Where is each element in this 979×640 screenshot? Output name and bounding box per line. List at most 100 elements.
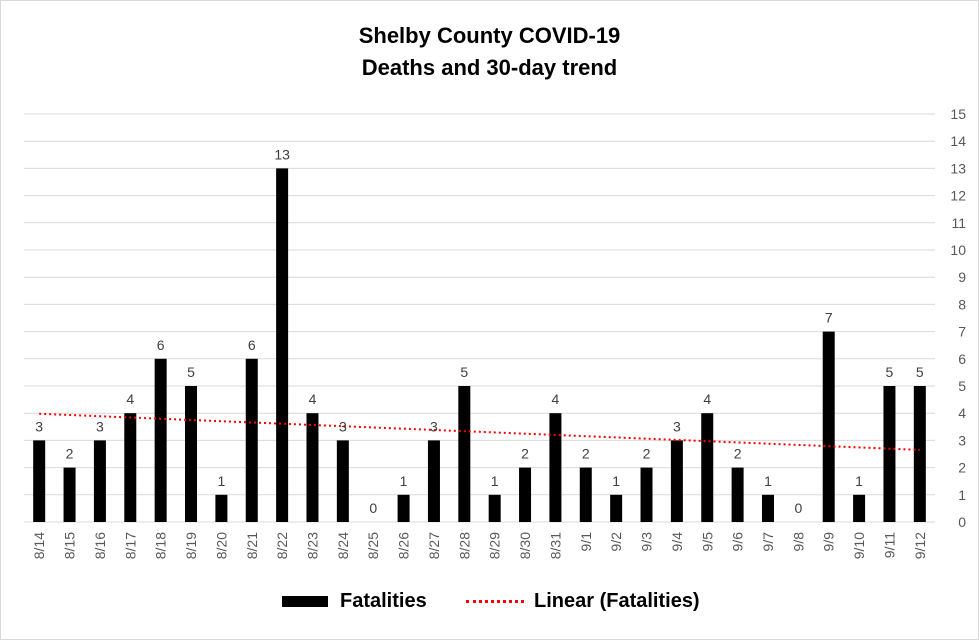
- data-label-8/26: 1: [400, 473, 408, 489]
- x-tick-label-9/10: 9/10: [851, 532, 867, 559]
- y-tick-label: 2: [958, 460, 966, 476]
- legend-item-fatalities: Fatalities: [282, 590, 427, 613]
- y-tick-label: 6: [958, 351, 966, 367]
- data-label-8/20: 1: [217, 473, 225, 489]
- bar-9/7: [761, 494, 774, 522]
- x-tick-label-8/22: 8/22: [274, 532, 290, 559]
- y-tick-label: 9: [958, 269, 966, 285]
- x-tick-label-8/27: 8/27: [426, 532, 442, 559]
- gridlines: [24, 113, 935, 523]
- trendline-linear: [39, 412, 920, 451]
- bar-8/17: [124, 413, 137, 522]
- x-tick-label-8/28: 8/28: [456, 532, 472, 559]
- legend-swatch-dotted-line: [466, 600, 524, 603]
- x-tick-label-9/9: 9/9: [821, 532, 837, 552]
- y-tick-label: 11: [951, 215, 966, 231]
- x-tick-label-9/1: 9/1: [578, 532, 594, 552]
- bar-8/29: [488, 494, 501, 522]
- legend-item-trendline: Linear (Fatalities): [466, 590, 700, 613]
- x-axis-ticks: 8/14 8/15 8/16 8/17 8/18 8/19 8/20 8/21 8/22 8/23…: [31, 532, 928, 559]
- y-tick-label: 4: [958, 405, 966, 421]
- legend-label-trendline: Linear (Fatalities): [534, 590, 700, 612]
- y-tick-label: 5: [958, 378, 966, 394]
- x-tick-label-8/26: 8/26: [396, 532, 412, 559]
- x-tick-label-8/17: 8/17: [122, 532, 138, 559]
- data-label-8/19: 5: [187, 364, 195, 380]
- y-tick-label: 15: [950, 106, 966, 122]
- data-label-8/31: 4: [552, 391, 560, 407]
- x-tick-label-8/31: 8/31: [547, 532, 563, 559]
- x-tick-label-8/29: 8/29: [487, 532, 503, 559]
- data-label-9/12: 5: [916, 364, 924, 380]
- bar-9/10: [853, 494, 866, 522]
- bar-9/9: [822, 331, 835, 522]
- x-tick-label-8/21: 8/21: [244, 532, 260, 559]
- x-tick-label-9/5: 9/5: [699, 532, 715, 552]
- bar-9/2: [610, 494, 623, 522]
- x-tick-label-8/23: 8/23: [304, 532, 320, 559]
- x-tick-label-8/14: 8/14: [31, 532, 47, 559]
- trendline-group: [39, 412, 920, 451]
- data-label-8/21: 6: [248, 337, 256, 353]
- x-tick-label-9/7: 9/7: [760, 532, 776, 552]
- bar-8/16: [93, 440, 106, 522]
- y-tick-label: 1: [958, 487, 966, 503]
- bar-8/18: [154, 358, 167, 522]
- data-label-9/1: 2: [582, 446, 590, 462]
- data-label-8/28: 5: [460, 364, 468, 380]
- bar-8/22: [276, 168, 289, 522]
- legend-swatch-bar: [282, 596, 328, 607]
- bar-8/24: [336, 440, 349, 522]
- bar-8/23: [306, 413, 319, 522]
- y-tick-label: 7: [958, 324, 966, 340]
- data-label-9/6: 2: [734, 446, 742, 462]
- chart-title-line2: Deaths and 30-day trend: [361, 55, 618, 80]
- x-tick-label-8/20: 8/20: [213, 532, 229, 559]
- bar-series-fatalities: [33, 168, 926, 522]
- data-label-8/24: 3: [339, 418, 347, 434]
- data-label-9/9: 7: [825, 310, 833, 326]
- x-tick-label-8/16: 8/16: [92, 532, 108, 559]
- y-tick-label: 3: [958, 432, 966, 448]
- bar-8/27: [427, 440, 440, 522]
- data-label-9/2: 1: [612, 473, 620, 489]
- bar-8/30: [519, 467, 532, 522]
- bar-9/6: [731, 467, 744, 522]
- data-label-8/16: 3: [96, 418, 104, 434]
- data-label-8/18: 6: [157, 337, 165, 353]
- data-label-9/10: 1: [855, 473, 863, 489]
- x-tick-label-9/4: 9/4: [669, 532, 685, 552]
- legend: Fatalities Linear (Fatalities): [0, 590, 979, 620]
- x-tick-label-8/19: 8/19: [183, 532, 199, 559]
- y-tick-label: 14: [950, 133, 966, 149]
- y-tick-label: 0: [958, 514, 966, 530]
- data-label-8/22: 13: [274, 146, 290, 162]
- bar-8/14: [33, 440, 46, 522]
- data-label-8/17: 4: [126, 391, 134, 407]
- bar-8/21: [245, 358, 258, 522]
- x-tick-label-9/6: 9/6: [730, 532, 746, 552]
- bar-8/20: [215, 494, 228, 522]
- chart-title-line1: Shelby County COVID-19: [358, 23, 621, 48]
- data-label-9/11: 5: [886, 364, 894, 380]
- data-label-8/29: 1: [491, 473, 499, 489]
- x-tick-label-9/12: 9/12: [912, 532, 928, 559]
- x-tick-label-9/2: 9/2: [608, 532, 624, 552]
- x-tick-label-8/25: 8/25: [365, 532, 381, 559]
- bar-8/15: [63, 467, 76, 522]
- x-tick-label-8/15: 8/15: [62, 532, 78, 559]
- chart-title: Shelby County COVID-19 Deaths and 30-day…: [0, 20, 979, 84]
- data-label-9/4: 3: [673, 418, 681, 434]
- y-tick-label: 12: [950, 188, 966, 204]
- y-tick-label: 13: [950, 160, 966, 176]
- data-label-8/15: 2: [66, 446, 74, 462]
- bar-9/12: [913, 386, 926, 522]
- bar-8/26: [397, 494, 410, 522]
- bar-8/31: [549, 413, 562, 522]
- data-label-9/3: 2: [643, 446, 651, 462]
- bar-8/28: [458, 386, 471, 522]
- legend-label-fatalities: Fatalities: [340, 590, 427, 612]
